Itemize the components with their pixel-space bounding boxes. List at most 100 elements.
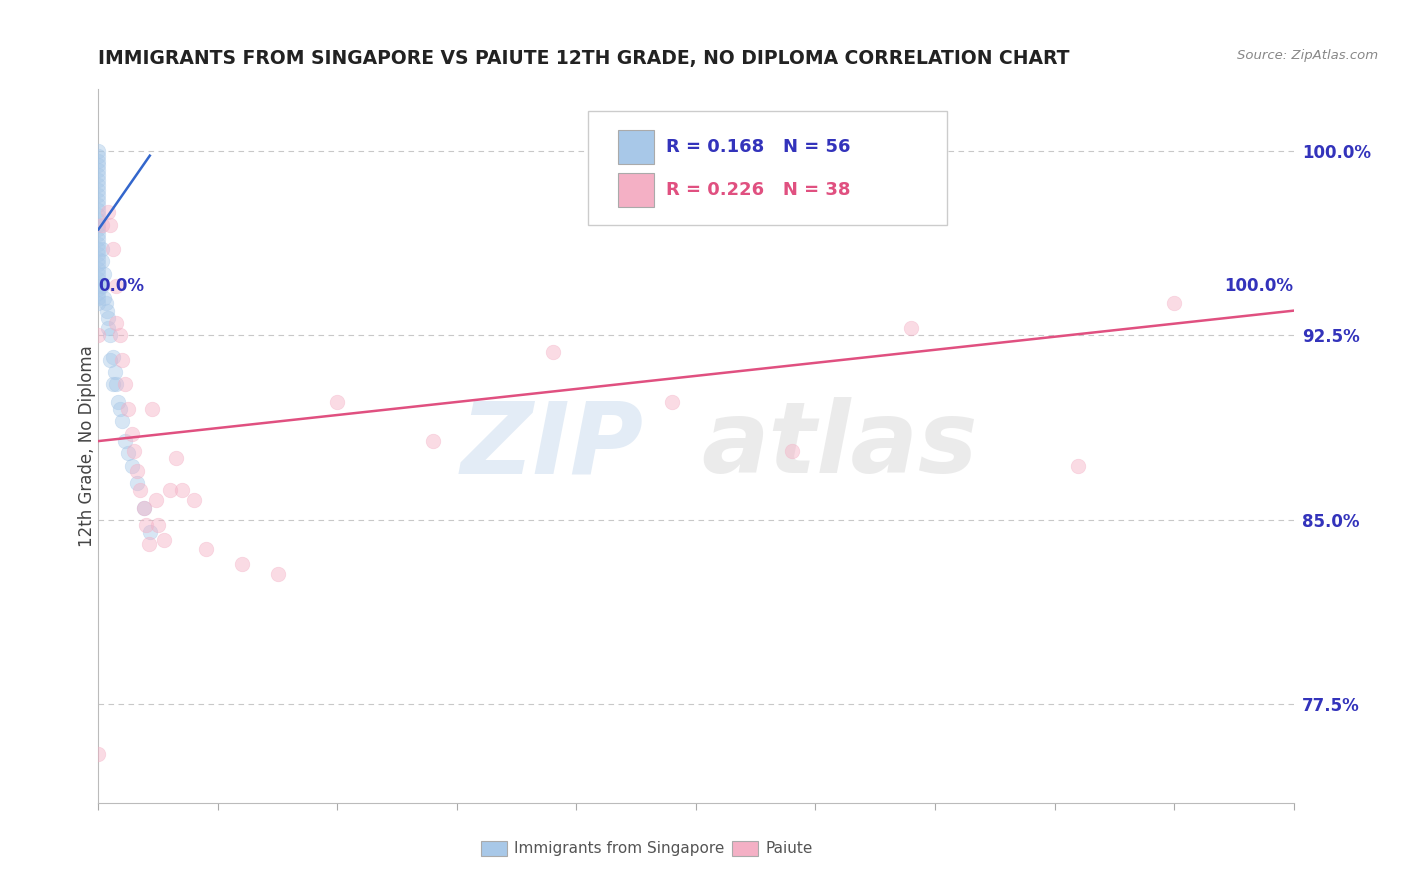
Bar [733,840,758,856]
Point [87,202,110,217]
Point [87,286,110,301]
Point [114,434,136,448]
Point [87,291,110,305]
Point [541,345,564,359]
Point [194,542,217,557]
Point [97,205,120,219]
Text: 0.0%: 0.0% [98,277,145,295]
Point [87,212,110,227]
Point [114,377,136,392]
Point [96,303,118,318]
Text: ZIP: ZIP [461,398,644,494]
Point [87,173,110,187]
Point [125,464,148,478]
Text: IMMIGRANTS FROM SINGAPORE VS PAIUTE 12TH GRADE, NO DIPLOMA CORRELATION CHART: IMMIGRANTS FROM SINGAPORE VS PAIUTE 12TH… [98,49,1070,68]
Point [111,414,134,428]
Point [121,458,143,473]
Point [98,218,122,232]
Point [117,402,139,417]
Point [105,377,128,392]
Point [159,483,181,498]
Point [124,444,146,458]
Text: R = 0.226   N = 38: R = 0.226 N = 38 [666,181,851,199]
Point [93,267,115,281]
Point [87,242,110,256]
Text: atlas: atlas [702,398,977,494]
Point [87,227,110,242]
Point [87,169,110,183]
Point [91,242,114,256]
Point [87,247,110,261]
Point [87,198,110,212]
Point [148,517,170,532]
Point [87,281,110,295]
Point [183,493,205,508]
Point [422,434,444,448]
Point [780,444,803,458]
Point [165,451,187,466]
Point [129,483,152,498]
Point [231,557,253,571]
Point [153,533,176,547]
Point [87,232,110,246]
Point [139,525,162,540]
Point [135,517,157,532]
Point [101,242,124,256]
Point [125,475,148,490]
Point [87,208,110,222]
Point [101,377,124,392]
Point [91,279,114,293]
Point [87,747,110,761]
Point [94,296,117,310]
Point [87,328,110,343]
Point [105,316,128,330]
Bar [481,840,508,856]
Point [172,483,194,498]
Point [105,279,128,293]
Text: 100.0%: 100.0% [1225,277,1294,295]
Point [87,261,110,276]
Point [93,291,115,305]
Point [138,537,160,551]
Point [1163,296,1185,310]
Bar [619,173,654,207]
Point [87,222,110,236]
Text: Source: ZipAtlas.com: Source: ZipAtlas.com [1237,49,1378,62]
Point [326,394,349,409]
Point [91,254,114,268]
Text: Paiute: Paiute [765,841,813,856]
Point [87,252,110,266]
Point [87,188,110,202]
Text: Immigrants from Singapore: Immigrants from Singapore [515,841,724,856]
Point [98,328,122,343]
Point [1067,458,1090,473]
Point [87,193,110,207]
Point [121,426,143,441]
Point [97,311,120,326]
Point [87,257,110,271]
Point [87,277,110,291]
Point [87,159,110,173]
Point [87,163,110,178]
Point [141,402,163,417]
Point [101,351,124,365]
Bar [619,130,654,164]
Point [87,296,110,310]
Y-axis label: 12th Grade, No Diploma: 12th Grade, No Diploma [79,345,96,547]
Point [117,446,139,460]
Point [661,394,683,409]
Point [108,328,131,343]
Point [87,183,110,197]
Point [87,178,110,193]
Point [267,566,290,581]
Text: R = 0.168   N = 56: R = 0.168 N = 56 [666,138,851,156]
Point [91,218,114,232]
Point [87,148,110,162]
Point [132,500,155,515]
FancyBboxPatch shape [588,111,946,225]
Point [107,394,129,409]
Point [108,402,131,417]
Point [87,153,110,168]
Point [132,500,155,515]
Point [98,352,122,367]
